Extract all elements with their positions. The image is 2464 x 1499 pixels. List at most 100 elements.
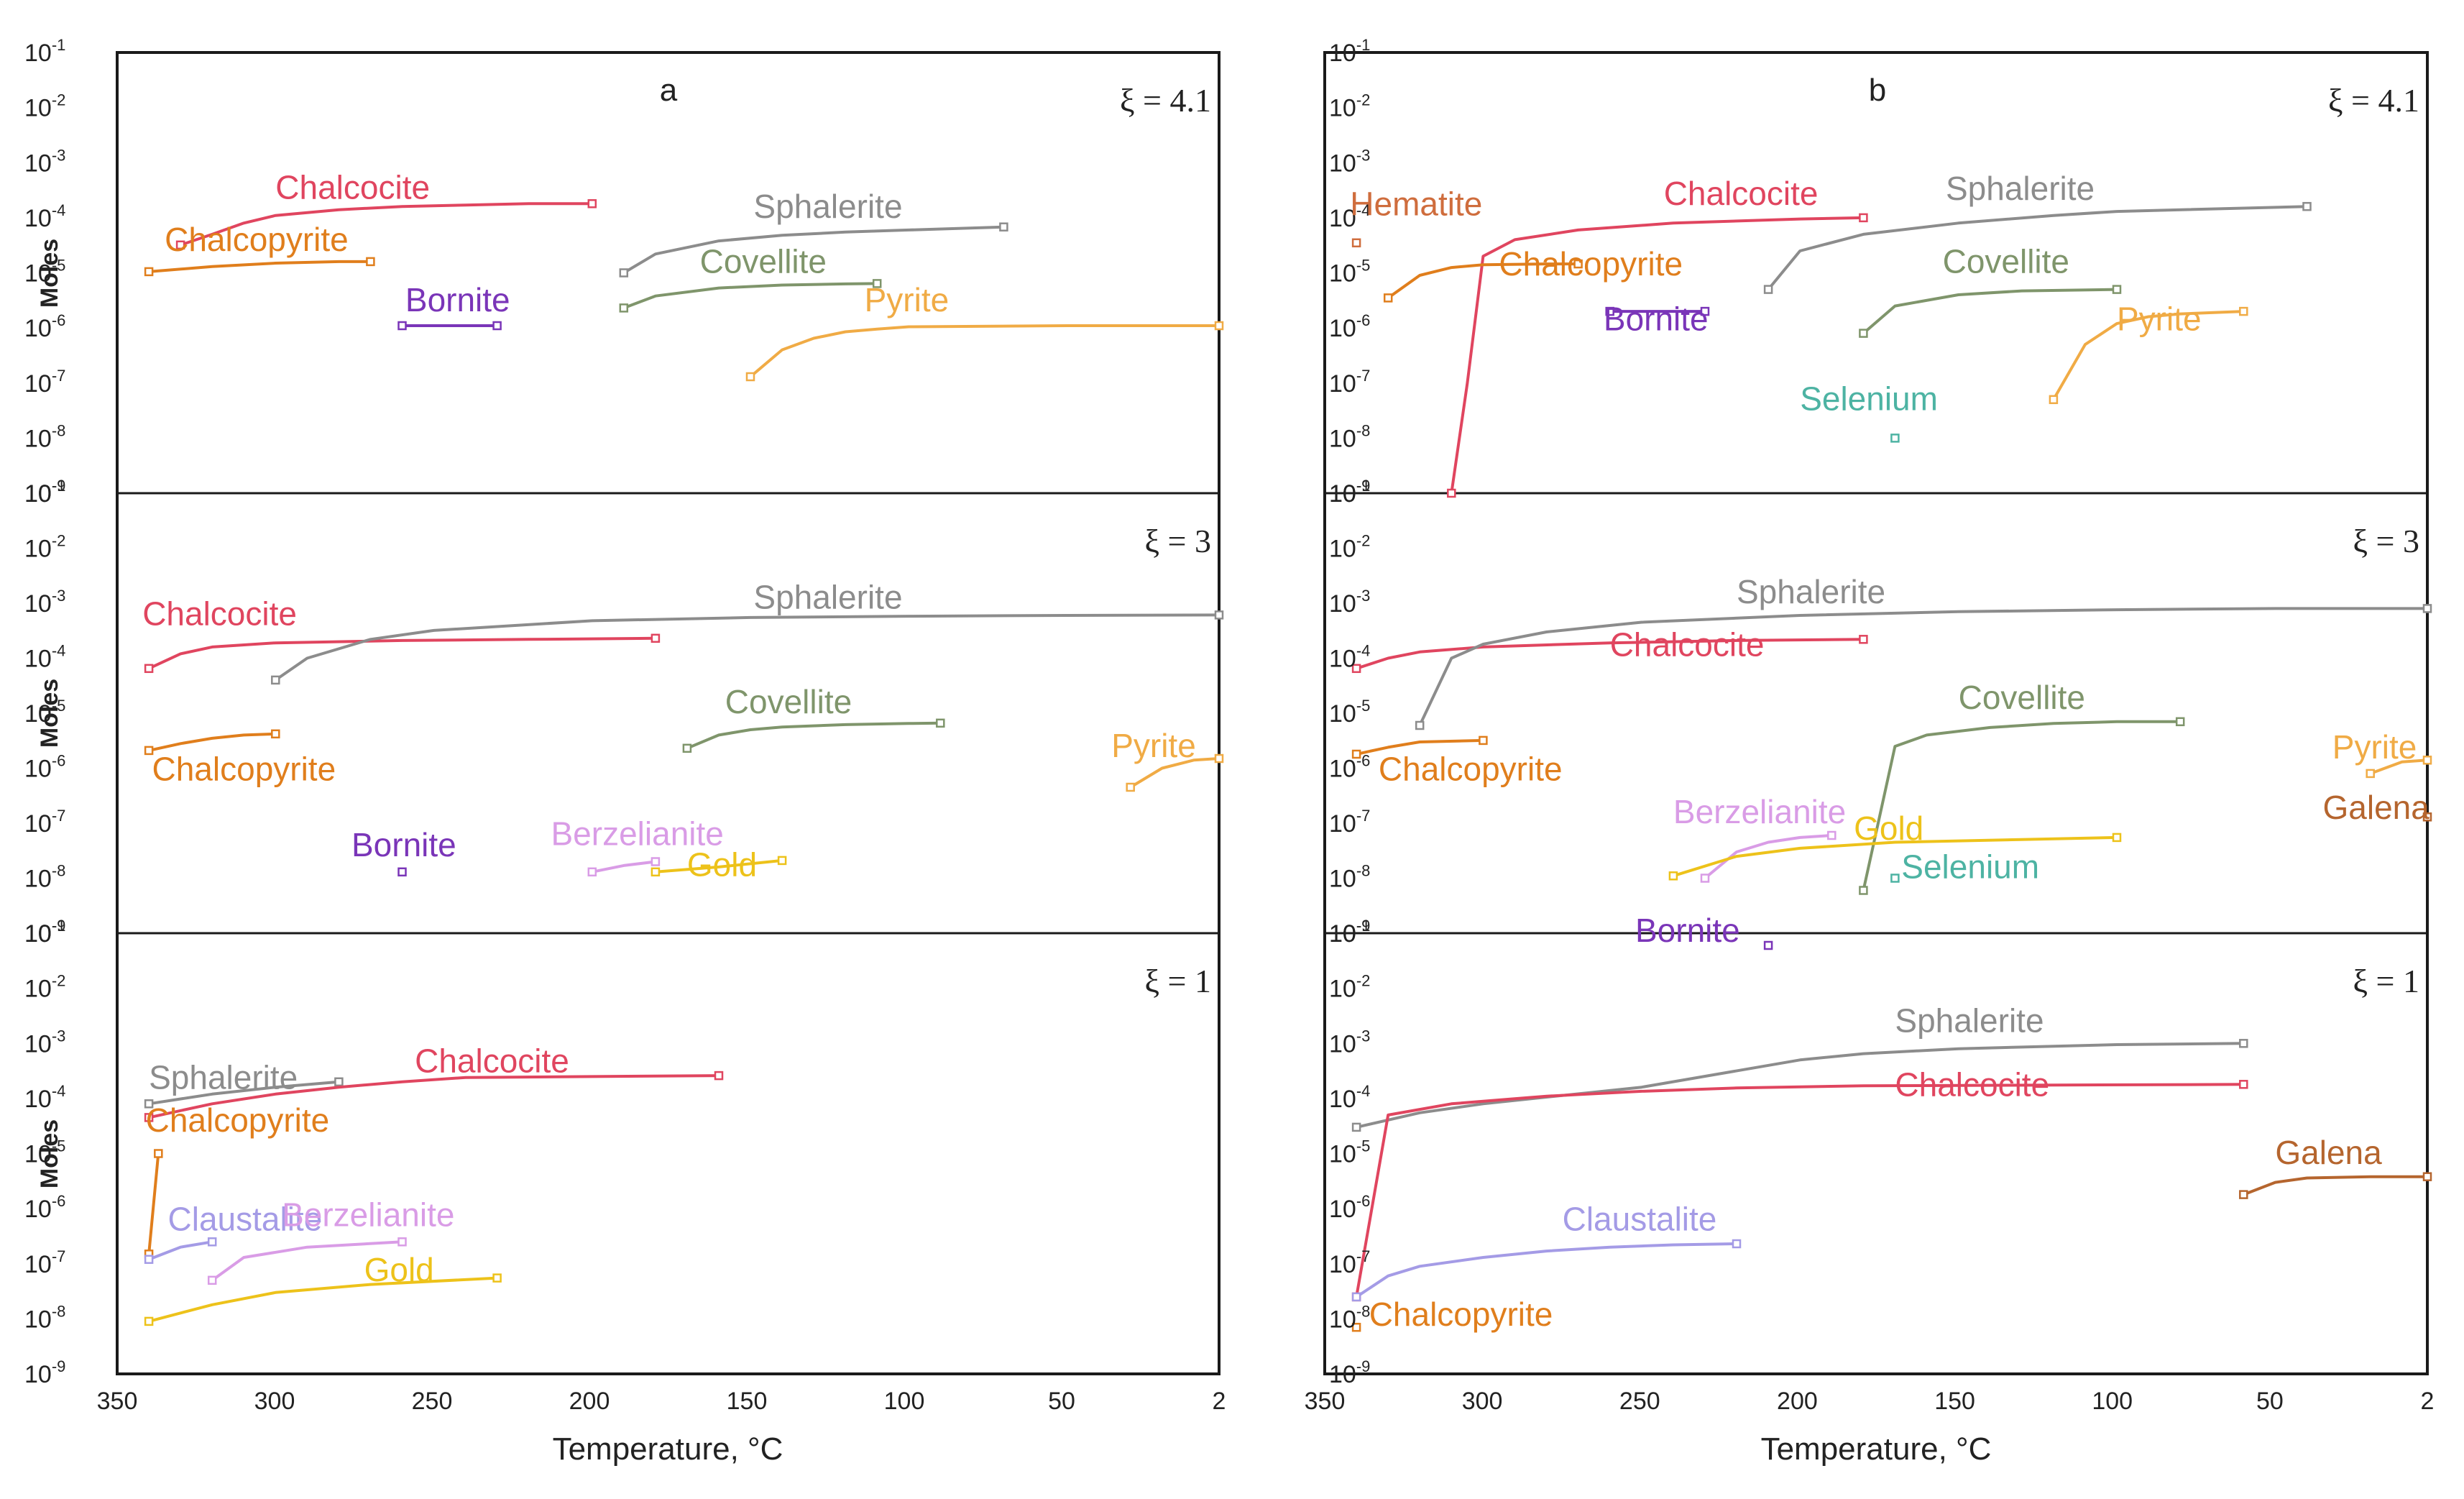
y-tick-label: 10-1 <box>1329 36 1370 67</box>
y-tick-label: 10-7 <box>24 1247 65 1278</box>
data-point-pyrite <box>1214 753 1224 764</box>
series-label-chalcocite: Chalcocite <box>275 169 430 206</box>
series-line-berzelianite <box>1704 834 1832 880</box>
series-line-pyrite <box>749 324 1219 378</box>
series-label-hematite: Hematite <box>1350 185 1482 223</box>
x-tick-label: 250 <box>1619 1388 1660 1415</box>
series-label-chalcopyrite: Chalcopyrite <box>1369 1296 1553 1333</box>
data-point-chalcopyrite <box>1351 749 1361 759</box>
y-tick-label: 10-3 <box>1329 146 1370 177</box>
data-point-covellite <box>682 743 692 753</box>
y-tick-label: 10-2 <box>1329 91 1370 122</box>
y-tick-label: 10-4 <box>1329 642 1370 673</box>
y-tick-label: 10-4 <box>1329 201 1370 232</box>
series-label-sphalerite: Sphalerite <box>1737 573 1885 610</box>
data-point-chalcopyrite <box>271 729 280 739</box>
data-point-bornite <box>1763 940 1773 950</box>
x-tick-label: 2 <box>2421 1388 2435 1415</box>
series-label-sphalerite: Sphalerite <box>753 188 902 225</box>
data-point-covellite <box>936 718 945 728</box>
series-line-covellite <box>1862 720 2181 891</box>
plot-b-xi41 <box>1351 201 2312 498</box>
series-label-chalcocite: Chalcocite <box>142 595 297 632</box>
series-line-chalcocite <box>180 202 592 247</box>
x-tick-label: 100 <box>884 1388 925 1415</box>
y-tick-label: 10-9 <box>24 477 65 508</box>
series-label-chalcopyrite: Chalcopyrite <box>165 221 349 258</box>
xi-label: ξ = 3 <box>2353 523 2419 559</box>
x-tick-label: 150 <box>727 1388 768 1415</box>
series-label-sphalerite: Sphalerite <box>1895 1002 2044 1040</box>
column-a: a <box>116 51 1224 1375</box>
plot-a-xi3 <box>144 610 1224 877</box>
series-label-pyrite: Pyrite <box>1111 727 1196 764</box>
series-label-covellite: Covellite <box>1959 679 2085 716</box>
data-point-chalcocite <box>714 1071 724 1081</box>
data-point-gold <box>777 856 787 866</box>
data-point-claustalite <box>1732 1239 1742 1249</box>
data-point-gold <box>2112 833 2122 843</box>
series-label-selenium: Selenium <box>1800 380 1938 418</box>
data-point-chalcocite <box>587 199 597 208</box>
data-point-bornite <box>397 321 407 331</box>
column-b: b <box>1323 51 2432 1375</box>
plot-a-xi41 <box>144 199 1224 382</box>
series-label-galena: Galena <box>2275 1134 2382 1171</box>
plot-a-xi1 <box>144 1071 724 1326</box>
y-tick-label: 10-7 <box>24 807 65 838</box>
data-point-sphalerite <box>1763 285 1773 294</box>
data-point-berzelianite <box>1827 830 1836 840</box>
data-point-sphalerite <box>2302 201 2312 211</box>
x-axis-label: Temperature, °C <box>553 1431 783 1467</box>
series-label-sphalerite: Sphalerite <box>753 578 902 615</box>
data-point-pyrite <box>2239 306 2248 316</box>
y-tick-label: 10-4 <box>24 201 65 232</box>
data-point-chalcocite <box>1447 488 1456 498</box>
data-point-covellite <box>1859 886 1868 895</box>
data-point-berzelianite <box>651 857 661 866</box>
y-tick-label: 10-8 <box>1329 1302 1370 1333</box>
series-label-claustalite: Claustalite <box>1563 1201 1717 1238</box>
data-point-bornite <box>1700 306 1710 316</box>
y-tick-label: 10-6 <box>24 1192 65 1223</box>
series-line-sphalerite <box>622 225 1004 275</box>
y-tick-label: 10-8 <box>24 1302 65 1333</box>
data-point-chalcocite <box>144 1113 154 1122</box>
series-label-chalcopyrite: Chalcopyrite <box>152 751 336 788</box>
series-label-chalcopyrite: Chalcopyrite <box>146 1101 330 1139</box>
series-line-chalcopyrite <box>148 260 371 273</box>
data-point-sphalerite <box>334 1077 344 1087</box>
y-tick-label: 10-2 <box>24 972 65 1003</box>
series-line-sphalerite <box>1356 1042 2244 1129</box>
data-point-hematite <box>1351 238 1361 248</box>
series-line-chalcocite <box>148 1074 720 1119</box>
data-point-chalcocite <box>1859 213 1868 223</box>
y-tick-label: 10-3 <box>24 587 65 618</box>
x-tick-label: 50 <box>1048 1388 1075 1415</box>
panel-letter-a: a <box>660 73 678 108</box>
plot-b-xi3 <box>1351 604 2432 950</box>
y-tick-label: 10-1 <box>1329 477 1370 508</box>
data-point-bornite <box>397 867 407 877</box>
data-point-sphalerite <box>619 268 629 278</box>
y-tick-label: 10-1 <box>24 36 65 67</box>
data-point-gold <box>1668 871 1678 881</box>
data-point-chalcocite <box>1859 635 1868 644</box>
data-point-sphalerite <box>144 1099 154 1109</box>
data-point-pyrite <box>2422 756 2432 765</box>
series-line-chalcopyrite <box>1356 738 1484 756</box>
series-line-chalcocite <box>1355 1083 2244 1298</box>
y-axis-label: Moles <box>36 679 63 748</box>
series-label-selenium: Selenium <box>1901 848 2039 886</box>
series-label-galena: Galena <box>2323 789 2430 826</box>
data-point-bornite <box>1605 306 1614 316</box>
y-tick-label: 10-5 <box>1329 257 1370 288</box>
data-point-chalcopyrite <box>154 1149 163 1158</box>
xi-label: ξ = 4.1 <box>1120 82 1211 119</box>
y-tick-label: 10-3 <box>1329 587 1370 618</box>
y-tick-label: 10-2 <box>24 91 65 122</box>
series-labels: Chalcocite Chalcopyrite Bornite Sphalerite C… <box>142 169 2429 1333</box>
data-point-covellite <box>872 279 882 288</box>
series-line-claustalite <box>148 1240 213 1261</box>
